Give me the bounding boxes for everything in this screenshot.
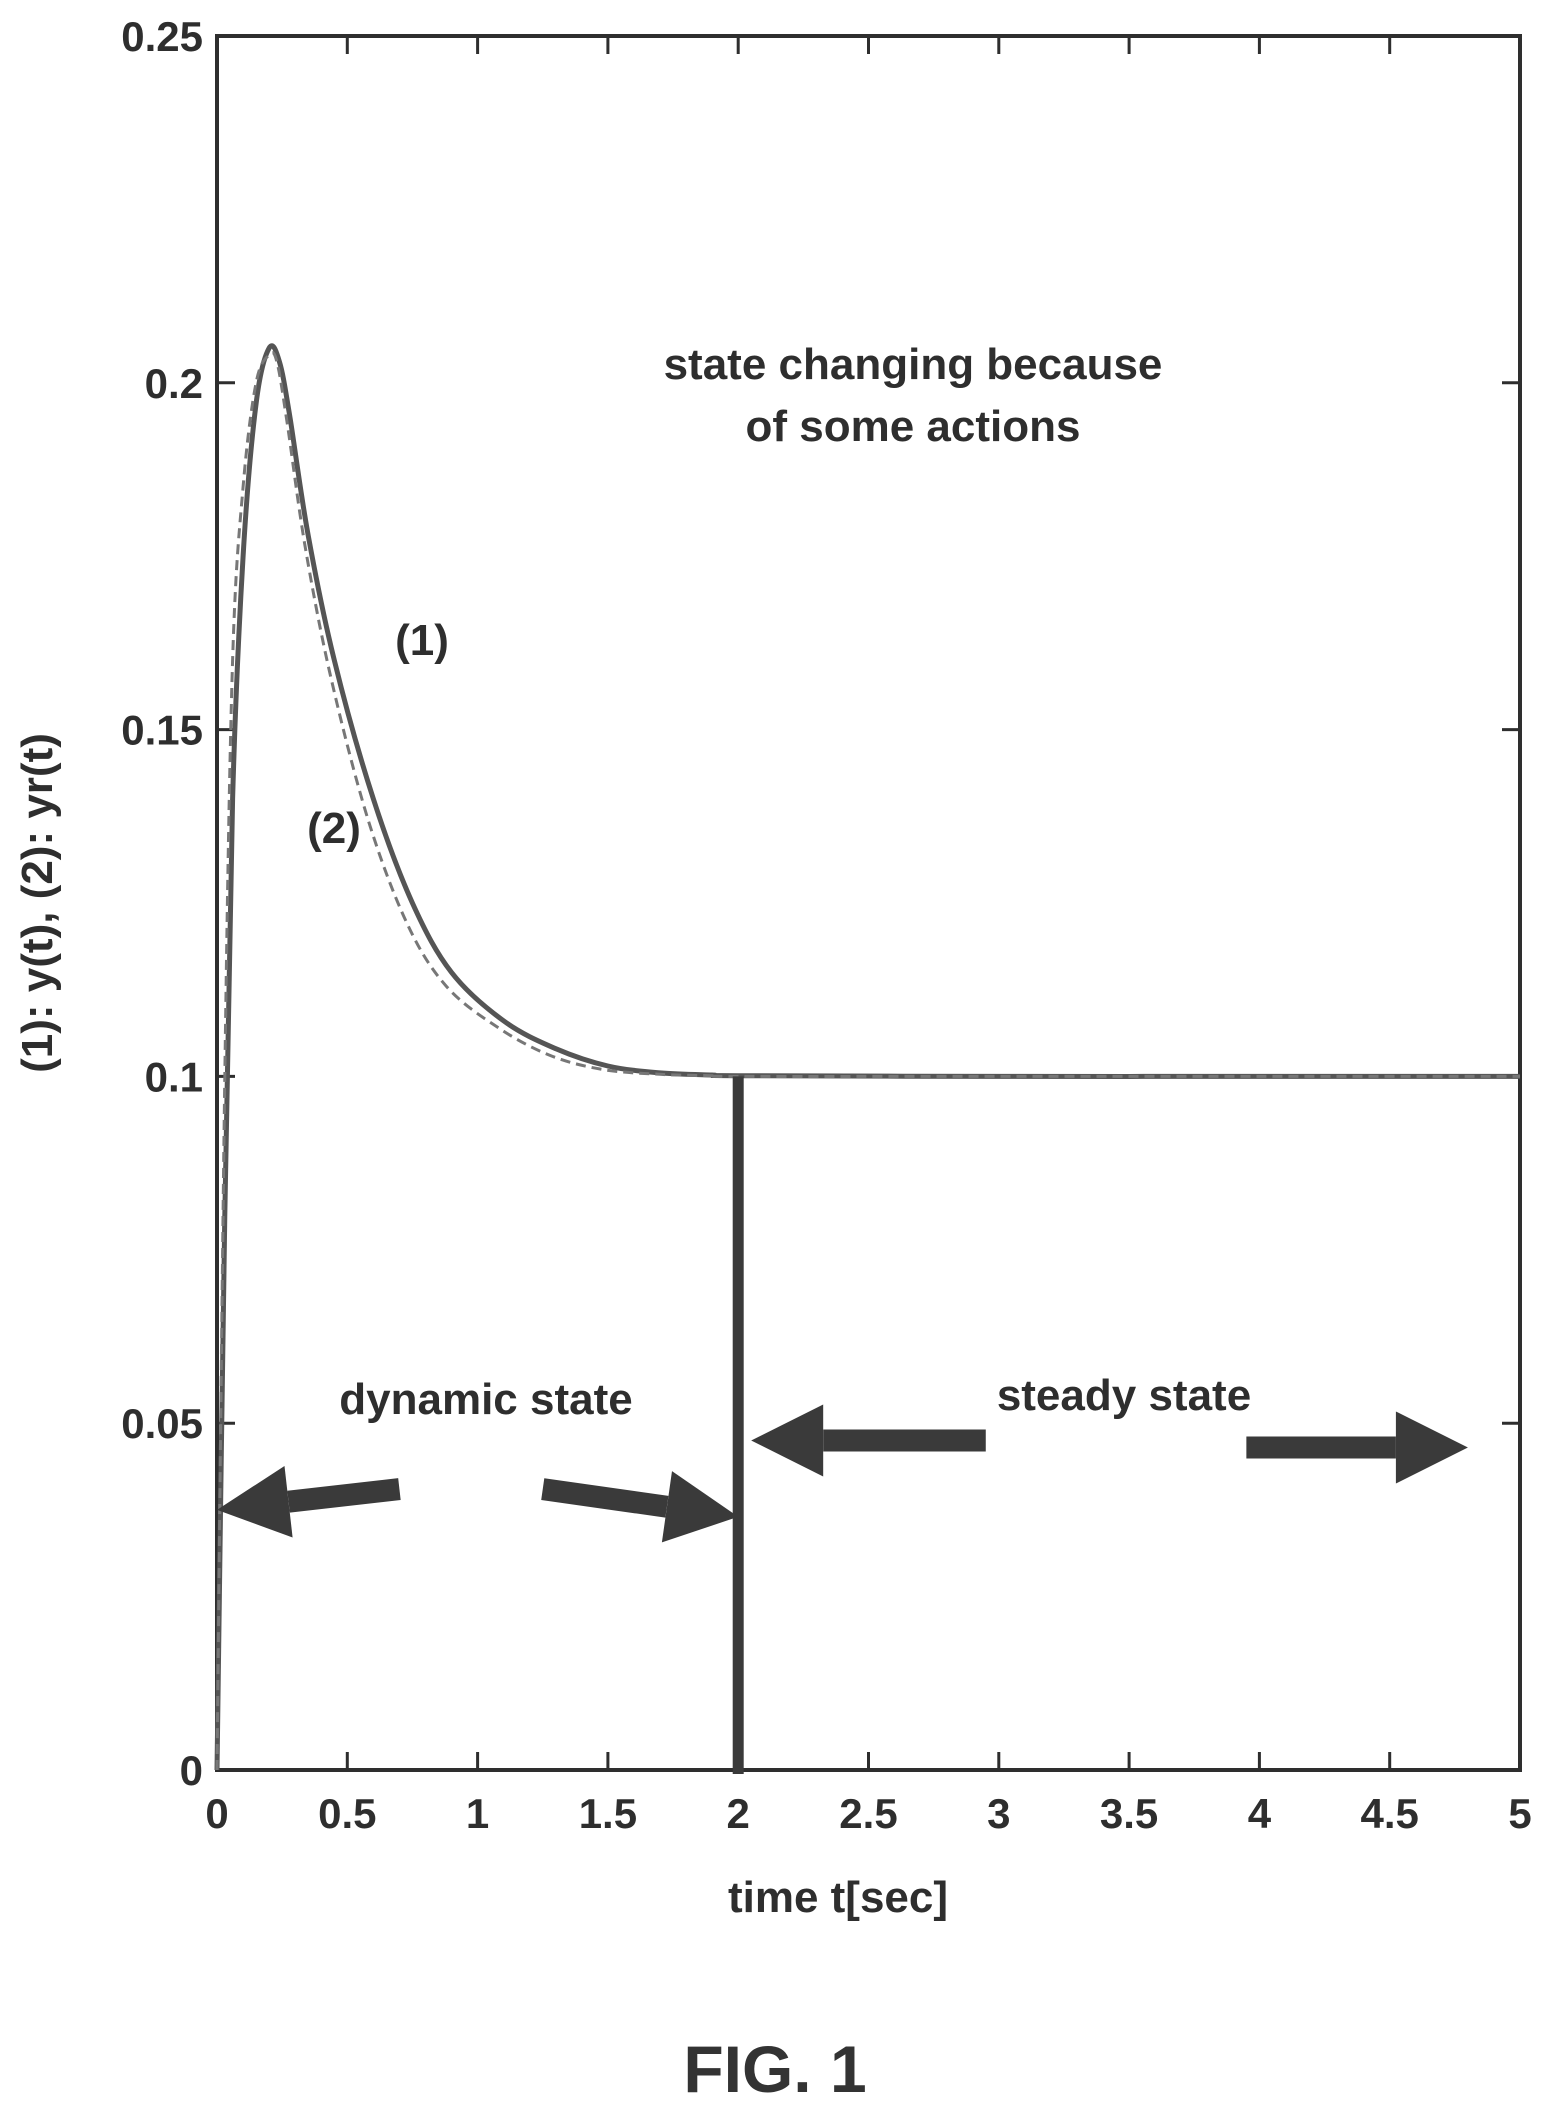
series-line-2 [215, 351, 1520, 1771]
arrows-group [217, 1404, 1468, 1543]
x-tick-label: 1.5 [579, 1790, 637, 1837]
x-tick-label: 0.5 [318, 1790, 376, 1837]
annotation-steady-state: steady state [997, 1371, 1251, 1420]
y-tick-label: 0.2 [145, 360, 203, 407]
x-axis-title: time t[sec] [728, 1873, 948, 1922]
x-tick-label: 3 [987, 1790, 1010, 1837]
series-label-1: (1) [395, 616, 449, 665]
annotation-state-changing-line1: state changing because [664, 340, 1163, 389]
x-tick-label: 3.5 [1100, 1790, 1158, 1837]
dynamic-arrow-right-shaft [541, 1478, 669, 1518]
x-tick-label: 1 [466, 1790, 489, 1837]
steady-arrow-left-head [751, 1404, 824, 1477]
dynamic-arrow-left [217, 1466, 401, 1538]
annotation-state-changing-line2: of some actions [746, 402, 1081, 451]
steady-arrow-right-head [1395, 1411, 1468, 1484]
y-tick-label: 0.25 [121, 13, 203, 60]
series-line-1 [214, 343, 1520, 1771]
dynamic-arrow-left-shaft [287, 1478, 401, 1513]
steady-arrow-right [1246, 1411, 1468, 1484]
x-tick-label: 2 [727, 1790, 750, 1837]
dynamic-arrow-left-head [217, 1466, 293, 1538]
series-group [214, 343, 1520, 1771]
x-tick-label: 4 [1248, 1790, 1272, 1837]
dynamic-arrow-right [541, 1471, 739, 1543]
y-axis-title: (1): y(t), (2): yr(t) [13, 733, 62, 1073]
y-tick-label: 0 [180, 1747, 203, 1794]
x-tick-labels: 0 0.5 1 1.5 2 2.5 3 3.5 4 4.5 5 [205, 1790, 1531, 1837]
x-tick-label: 0 [205, 1790, 228, 1837]
annotation-dynamic-state: dynamic state [339, 1375, 632, 1424]
x-tick-label: 2.5 [839, 1790, 897, 1837]
y-tick-labels: 0 0.05 0.1 0.15 0.2 0.25 [121, 13, 203, 1794]
figure-label: FIG. 1 [683, 2032, 866, 2106]
y-tick-label: 0.15 [121, 707, 203, 754]
dynamic-arrow-right-head [661, 1471, 739, 1543]
y-tick-label: 0.1 [145, 1053, 203, 1100]
y-tick-label: 0.05 [121, 1400, 203, 1447]
series-label-2: (2) [307, 804, 361, 853]
steady-arrow-left [751, 1404, 986, 1477]
x-tick-label: 5 [1508, 1790, 1531, 1837]
x-tick-label: 4.5 [1361, 1790, 1419, 1837]
